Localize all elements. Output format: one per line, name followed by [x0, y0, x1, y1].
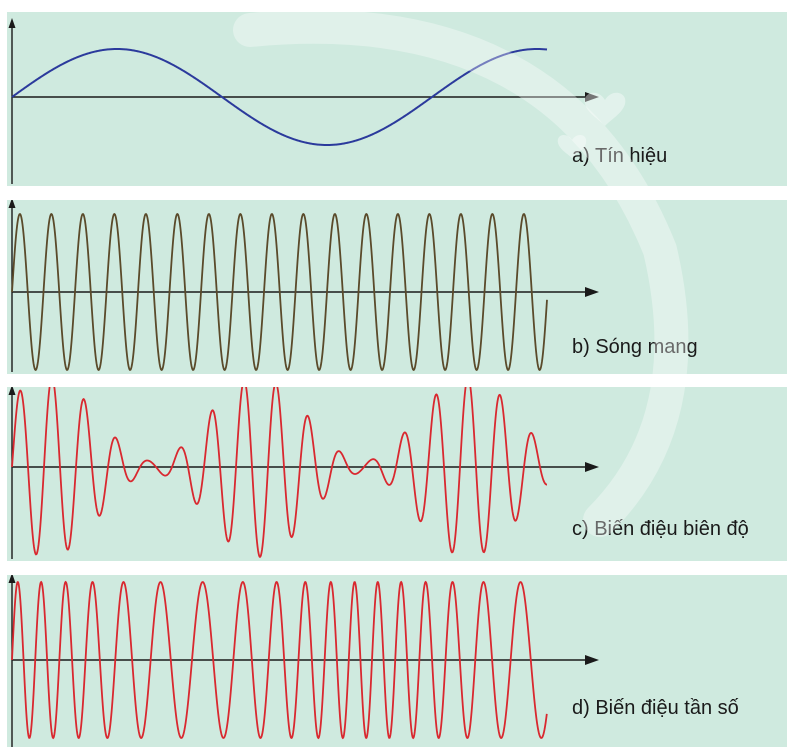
panel-am: c) Biến điệu biên độ	[7, 387, 787, 561]
panel-carrier: b) Sóng mang	[7, 200, 787, 374]
am-wave	[11, 387, 547, 559]
panel-signal: a) Tín hiệu	[7, 12, 787, 186]
signal-plot	[8, 18, 599, 184]
panel-fm: d) Biến điệu tần số	[7, 575, 787, 747]
y-axis-arrow	[8, 200, 16, 208]
x-axis-arrow	[585, 92, 599, 102]
y-axis-arrow	[8, 575, 16, 583]
panel-label: c) Biến điệu biên độ	[572, 518, 749, 540]
signal-wave	[11, 47, 548, 147]
x-axis-arrow	[585, 462, 599, 472]
panel-label: d) Biến điệu tần số	[572, 697, 739, 719]
carrier-wave	[11, 212, 548, 372]
fm-plot	[8, 575, 599, 747]
fm-wave	[11, 580, 548, 740]
x-axis-arrow	[585, 287, 599, 297]
panel-label: b) Sóng mang	[572, 336, 698, 358]
x-axis-arrow	[585, 655, 599, 665]
y-axis-arrow	[8, 18, 16, 28]
carrier-plot	[8, 200, 599, 372]
y-axis-arrow	[8, 387, 16, 395]
am-plot	[8, 387, 599, 559]
panel-label: a) Tín hiệu	[572, 145, 668, 167]
